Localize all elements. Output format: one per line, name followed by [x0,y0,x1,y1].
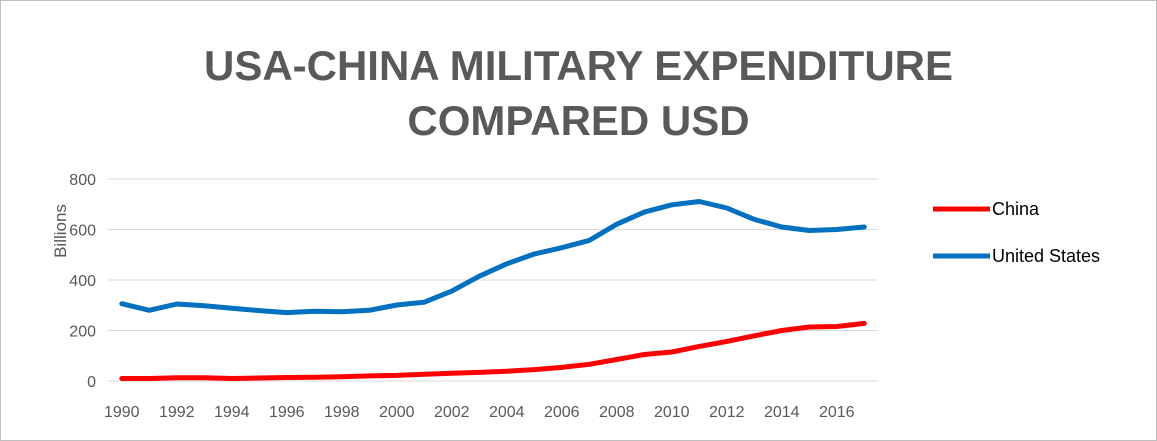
series-lines [119,199,867,381]
y-tick-label: 600 [69,223,96,240]
y-tick-label: 200 [69,324,96,341]
chart-title-line-1: USA-CHINA MILITARY EXPENDITURE [203,42,954,89]
x-tick-label: 1990 [104,404,140,421]
y-axis-label: Billions [51,204,70,258]
legend-item: United States [933,246,1100,266]
x-tick-label: 2000 [379,404,415,421]
x-tick-label: 2014 [764,404,800,421]
gridlines [108,178,878,382]
x-tick-label: 1994 [214,404,250,421]
x-axis-ticks: 1990 1992 1994 1996 1998 2000 2002 2004 2006 2008… [104,404,855,421]
x-tick-label: 2002 [434,404,470,421]
y-tick-label: 800 [69,172,96,189]
x-tick-label: 2016 [819,404,855,421]
series-line-united-states [119,199,867,316]
y-axis-ticks: 0 200 400 600 800 [69,172,96,391]
x-tick-label: 1998 [324,404,360,421]
x-tick-label: 2004 [489,404,525,421]
x-tick-label: 1996 [269,404,305,421]
y-tick-label: 400 [69,273,96,290]
chart-title-line-2: COMPARED USD [407,97,750,144]
x-tick-label: 2006 [544,404,580,421]
x-tick-label: 2012 [709,404,745,421]
chart-title: USA-CHINA MILITARY EXPENDITURE COMPARED … [0,38,1157,148]
x-tick-label: 1992 [159,404,195,421]
x-tick-label: 2008 [599,404,635,421]
legend-label: United States [992,246,1100,266]
y-tick-label: 0 [87,374,96,391]
legend-item: China [933,199,1040,219]
legend: China United States [933,199,1100,266]
series-line-china [119,320,867,381]
x-tick-label: 2010 [654,404,690,421]
legend-label: China [992,199,1040,219]
